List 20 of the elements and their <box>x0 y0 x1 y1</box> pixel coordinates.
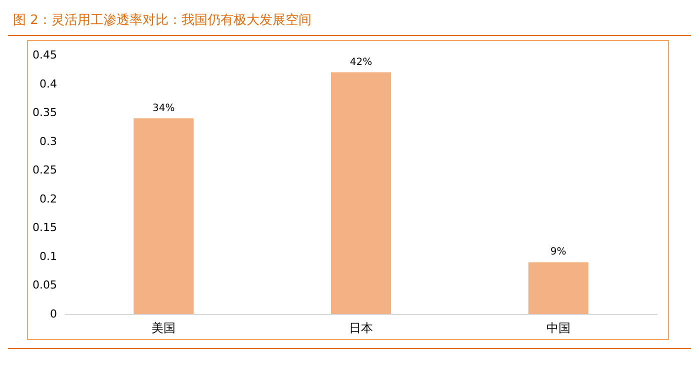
y-tick-label: 0.45 <box>32 48 57 62</box>
y-tick-label: 0.4 <box>40 77 57 90</box>
bar <box>528 262 588 314</box>
x-tick-label: 美国 <box>152 321 176 335</box>
x-tick-label: 中国 <box>546 321 570 335</box>
bar <box>331 72 391 314</box>
data-label: 42% <box>350 56 372 68</box>
y-tick-label: 0.2 <box>40 192 57 206</box>
y-tick-label: 0.1 <box>40 250 57 263</box>
y-tick-label: 0.25 <box>32 164 57 177</box>
bar <box>134 118 194 314</box>
data-label: 9% <box>550 246 566 258</box>
y-tick-label: 0.35 <box>32 106 57 120</box>
y-tick-label: 0 <box>50 308 57 320</box>
data-label: 34% <box>152 102 175 114</box>
x-tick-label: 日本 <box>349 321 373 335</box>
y-tick-label: 0.3 <box>40 134 57 148</box>
chart-title: 图 2：灵活用工渗透率对比：我国仍有极大发展空间 <box>13 12 312 28</box>
y-tick-label: 0.15 <box>32 221 57 234</box>
y-tick-label: 0.05 <box>32 278 57 292</box>
